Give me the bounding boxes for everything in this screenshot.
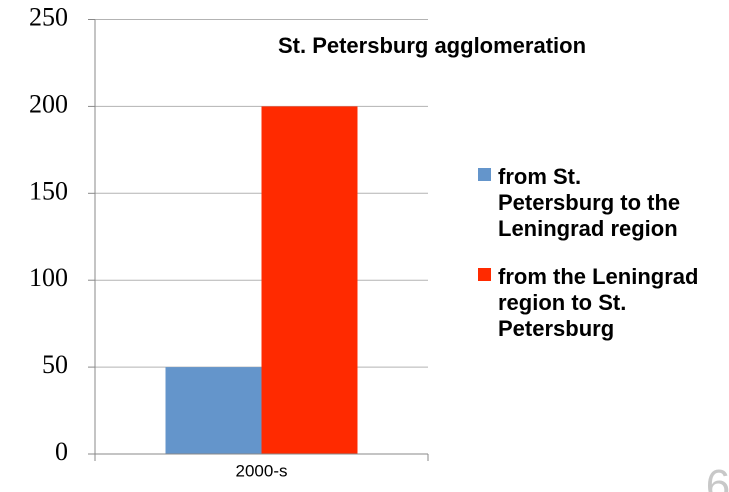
legend-label: from the Leningrad region to St. Petersb… bbox=[498, 264, 699, 341]
slide-number: 6 bbox=[706, 461, 729, 492]
bar bbox=[261, 106, 358, 455]
bar bbox=[165, 367, 262, 454]
y-tick-label: 0 bbox=[55, 437, 68, 466]
y-tick-label: 50 bbox=[42, 350, 68, 379]
y-tick-label: 200 bbox=[29, 89, 68, 118]
legend-label: from St. Petersburg to the Leningrad reg… bbox=[498, 164, 681, 241]
y-tick-label: 100 bbox=[29, 263, 68, 292]
legend-swatch bbox=[478, 268, 491, 281]
y-tick-label: 150 bbox=[29, 176, 68, 205]
legend-swatch bbox=[478, 168, 491, 181]
chart-title: St. Petersburg agglomeration bbox=[278, 33, 586, 58]
y-tick-label: 250 bbox=[29, 2, 68, 31]
x-tick-label: 2000-s bbox=[236, 461, 288, 480]
